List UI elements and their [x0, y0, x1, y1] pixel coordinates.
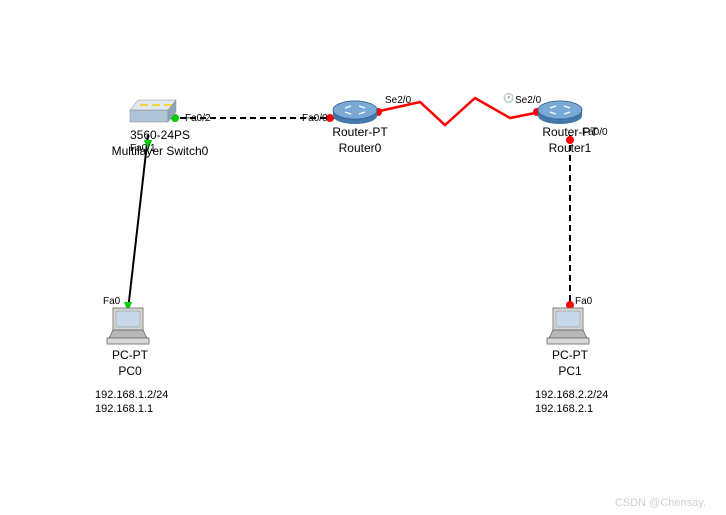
switch-label: 3560-24PS Multilayer Switch0: [100, 128, 220, 159]
router0-model: Router-PT: [320, 125, 400, 141]
router0-name: Router0: [320, 141, 400, 157]
pc1-icon[interactable]: [547, 308, 589, 344]
pc0-icon[interactable]: [107, 308, 149, 344]
router1-icon[interactable]: [538, 101, 582, 124]
pc1-label: PC-PT PC1: [545, 348, 595, 379]
pc0-ip: 192.168.1.2/24 192.168.1.1: [95, 388, 168, 417]
pc1-model: PC-PT: [545, 348, 595, 364]
switch-name: Multilayer Switch0: [100, 144, 220, 160]
port-fa01: Fa0/1: [130, 143, 156, 154]
port-se20-r0: Se2/0: [385, 95, 411, 106]
port-fa0-pc1: Fa0: [575, 296, 592, 307]
port-fa00-r1: Fa0/0: [582, 127, 608, 138]
pc0-ip-addr: 192.168.1.2/24: [95, 388, 168, 402]
pc0-name: PC0: [105, 364, 155, 380]
router0-label: Router-PT Router0: [320, 125, 400, 156]
multilayer-switch-icon[interactable]: [130, 100, 176, 122]
pc0-model: PC-PT: [105, 348, 155, 364]
link-switch-pc0: [128, 135, 148, 310]
router1-name: Router1: [530, 141, 610, 157]
watermark: CSDN @Chensay.: [615, 497, 706, 509]
clock-icon: 🕐: [503, 93, 514, 104]
switch-model: 3560-24PS: [100, 128, 220, 144]
pc0-gateway: 192.168.1.1: [95, 402, 168, 416]
port-fa00-r0: Fa0/0: [302, 113, 328, 124]
topology-canvas: [0, 0, 726, 515]
router0-icon[interactable]: [333, 101, 377, 124]
pc1-name: PC1: [545, 364, 595, 380]
port-fa0-pc0: Fa0: [103, 296, 120, 307]
pc1-gateway: 192.168.2.1: [535, 402, 608, 416]
pc1-ip: 192.168.2.2/24 192.168.2.1: [535, 388, 608, 417]
pc0-label: PC-PT PC0: [105, 348, 155, 379]
port-fa02: Fa0/2: [185, 113, 211, 124]
port-se20-r1: Se2/0: [515, 95, 541, 106]
pc1-ip-addr: 192.168.2.2/24: [535, 388, 608, 402]
